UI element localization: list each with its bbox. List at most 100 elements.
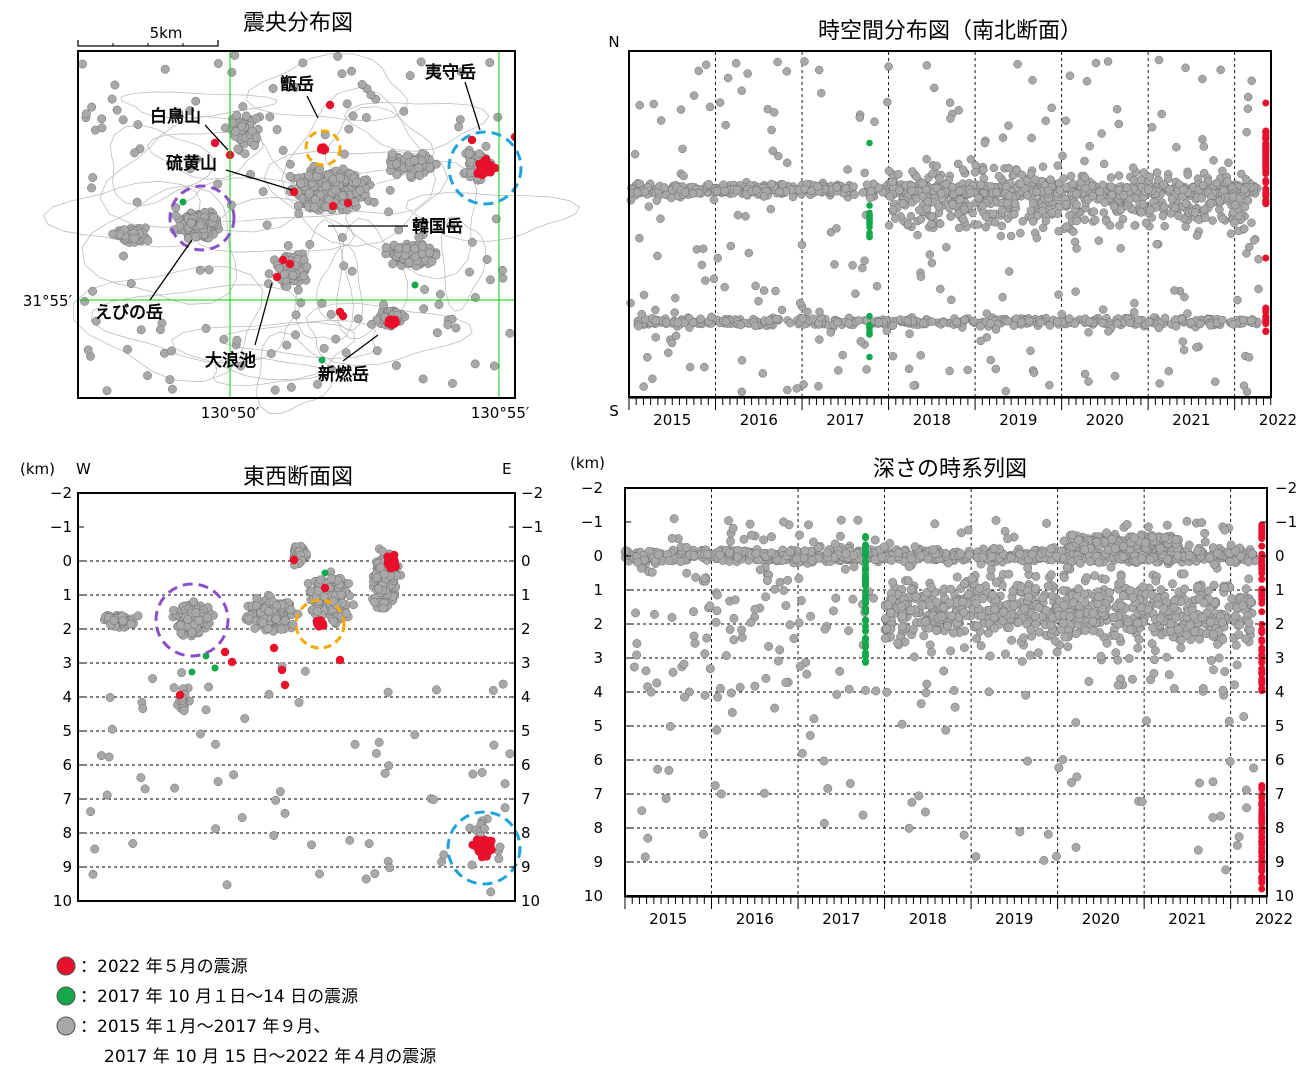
contour-line bbox=[73, 266, 263, 383]
epicenter-gray bbox=[352, 177, 361, 187]
depth-label: 1 bbox=[62, 586, 72, 604]
ns-point-gray bbox=[1054, 226, 1063, 236]
ns-point-gray bbox=[1053, 317, 1062, 326]
ns-point-gray bbox=[1247, 76, 1256, 86]
ns-point-gray bbox=[673, 318, 682, 327]
ew-point-gray bbox=[468, 769, 478, 779]
ew-point-gray bbox=[264, 689, 274, 699]
ns-point-gray bbox=[1080, 173, 1090, 182]
ns-point-gray bbox=[699, 244, 708, 253]
epicenter-gray bbox=[347, 66, 356, 76]
ns-point-gray bbox=[888, 351, 898, 361]
ns-point-gray bbox=[1114, 171, 1124, 180]
contour-line bbox=[245, 53, 408, 122]
ns-point-gray bbox=[1130, 221, 1139, 230]
ns-point-gray bbox=[1199, 205, 1209, 214]
ns-point-red bbox=[1262, 200, 1270, 208]
ns-point-gray bbox=[795, 298, 805, 308]
ns-point-gray bbox=[1139, 199, 1148, 209]
epicenter-red bbox=[285, 259, 295, 269]
north-label: N bbox=[608, 33, 619, 51]
epicenter-gray bbox=[485, 275, 495, 285]
ns-point-gray bbox=[1094, 236, 1104, 245]
ns-point-gray bbox=[704, 179, 713, 189]
epicenter-gray bbox=[219, 334, 229, 344]
ns-point-gray bbox=[817, 88, 826, 98]
ns-point-gray bbox=[676, 105, 686, 114]
ew-point-gray bbox=[286, 605, 296, 615]
ew-point-gray bbox=[240, 714, 250, 723]
contour-line bbox=[212, 356, 327, 387]
ns-point-gray bbox=[960, 315, 969, 324]
epicenter-gray bbox=[404, 257, 414, 267]
ns-point-gray bbox=[771, 286, 780, 296]
ew-point-gray bbox=[294, 698, 304, 707]
epicenter-green bbox=[318, 356, 326, 364]
ns-time-points bbox=[626, 55, 1270, 397]
contour-line bbox=[343, 101, 490, 152]
ns-point-gray bbox=[1180, 292, 1189, 302]
ns-point-gray bbox=[1072, 200, 1081, 209]
epicenter-gray bbox=[372, 346, 382, 356]
ns-point-gray bbox=[1064, 314, 1074, 323]
label-iwoyama: 硫黄山 bbox=[166, 153, 217, 174]
ns-point-gray bbox=[916, 351, 925, 360]
ns-point-gray bbox=[652, 196, 661, 205]
ew-depth-gridlines bbox=[78, 560, 515, 868]
ns-point-gray bbox=[826, 328, 836, 337]
epicenter-gray bbox=[268, 84, 278, 93]
ns-point-gray bbox=[670, 308, 679, 317]
ns-point-gray bbox=[1226, 229, 1236, 238]
ew-point-gray bbox=[128, 839, 138, 848]
ew-point-gray bbox=[177, 668, 187, 678]
ns-point-gray bbox=[759, 192, 769, 201]
epicenter-gray bbox=[481, 141, 491, 151]
epicenter-gray bbox=[251, 132, 261, 142]
epicenter-gray bbox=[482, 255, 492, 264]
epicenter-gray bbox=[230, 51, 240, 60]
ew-point-gray bbox=[138, 704, 148, 714]
ew-point-gray bbox=[183, 615, 193, 625]
ns-point-gray bbox=[1244, 353, 1254, 362]
ns-point-gray bbox=[1085, 141, 1094, 151]
ns-point-gray bbox=[1241, 175, 1251, 184]
epicenter-gray bbox=[240, 149, 250, 159]
ns-point-gray bbox=[1152, 168, 1162, 177]
ns-point-gray bbox=[783, 385, 792, 395]
contour-line bbox=[344, 160, 478, 280]
ns-point-gray bbox=[764, 316, 774, 325]
ew-point-gray bbox=[90, 844, 100, 854]
epicenter-gray bbox=[298, 58, 308, 68]
epicenter-gray bbox=[319, 343, 329, 353]
ns-point-gray bbox=[773, 57, 782, 67]
ns-point-gray bbox=[688, 318, 698, 327]
contour-line bbox=[43, 180, 208, 248]
epicenter-gray bbox=[213, 59, 223, 68]
epicenter-gray bbox=[296, 179, 306, 188]
ew-point-gray bbox=[169, 683, 179, 693]
ew-point-gray bbox=[300, 666, 310, 676]
ns-point-gray bbox=[1170, 286, 1179, 295]
ns-point-gray bbox=[996, 231, 1006, 241]
ns-point-gray bbox=[932, 161, 941, 171]
ew-point-gray bbox=[373, 584, 383, 594]
ew-point-gray bbox=[480, 824, 489, 833]
ew-point-gray bbox=[379, 569, 389, 579]
ns-point-gray bbox=[1006, 231, 1016, 241]
ns-point-gray bbox=[1228, 192, 1238, 202]
ns-point-gray bbox=[882, 326, 892, 336]
year-label: 2016 bbox=[740, 411, 778, 429]
ns-point-gray bbox=[1026, 206, 1036, 215]
ew-point-gray bbox=[374, 737, 384, 747]
ew-point-green bbox=[321, 569, 329, 577]
ew-point-green bbox=[211, 664, 219, 672]
ns-point-gray bbox=[1054, 290, 1063, 299]
ns-point-gray bbox=[1115, 221, 1124, 230]
ew-point-gray bbox=[361, 874, 371, 884]
contour-line bbox=[405, 192, 581, 242]
ns-point-gray bbox=[1212, 178, 1221, 188]
ns-point-gray bbox=[1080, 369, 1090, 379]
ns-point-gray bbox=[813, 182, 822, 191]
ns-point-gray bbox=[959, 214, 968, 224]
epicenter-gray bbox=[309, 202, 319, 212]
